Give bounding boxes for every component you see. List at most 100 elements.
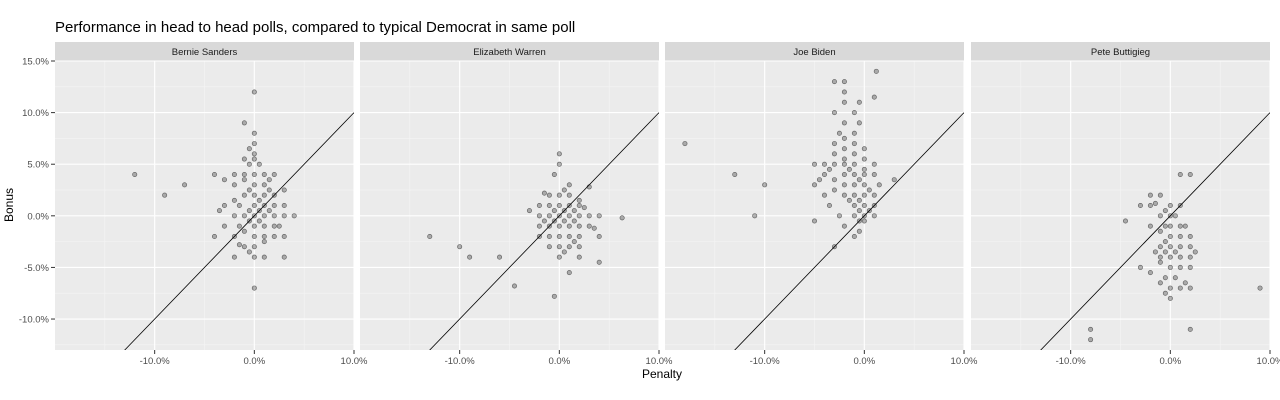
- y-tick-label: -10.0%: [19, 315, 50, 326]
- data-point: [281, 187, 287, 193]
- data-point: [619, 215, 625, 221]
- points-group: [682, 68, 897, 250]
- y-tick-label: 0.0%: [27, 211, 49, 222]
- data-point: [576, 197, 582, 203]
- data-point: [821, 172, 827, 178]
- data-point: [1162, 208, 1168, 214]
- data-point: [261, 213, 267, 219]
- data-point: [467, 254, 473, 260]
- data-point: [231, 233, 237, 239]
- data-point: [221, 177, 227, 183]
- data-point: [851, 110, 857, 116]
- data-point: [546, 233, 552, 239]
- y-axis-title: Bonus: [2, 188, 16, 222]
- data-point: [251, 244, 257, 250]
- data-point: [1177, 203, 1183, 209]
- data-point: [1167, 295, 1173, 301]
- data-point: [276, 223, 282, 229]
- data-point: [1157, 213, 1163, 219]
- data-point: [221, 223, 227, 229]
- data-point: [571, 218, 577, 224]
- data-point: [241, 244, 247, 250]
- data-point: [1177, 223, 1183, 229]
- data-point: [1187, 233, 1193, 239]
- data-point: [551, 208, 557, 214]
- data-point: [836, 130, 842, 136]
- reference-line: [1040, 112, 1270, 350]
- x-tick-label: -10.0%: [750, 356, 781, 367]
- data-point: [1177, 244, 1183, 250]
- data-point: [876, 182, 882, 188]
- data-point: [266, 187, 272, 193]
- data-point: [871, 161, 877, 167]
- data-point: [241, 156, 247, 162]
- y-tick-label: 5.0%: [27, 160, 49, 171]
- facet-strip: [971, 42, 1270, 61]
- data-point: [1157, 228, 1163, 234]
- data-point: [556, 203, 562, 209]
- data-point: [551, 172, 557, 178]
- facet-strip-label: Pete Buttigieg: [1091, 47, 1150, 58]
- data-point: [831, 141, 837, 147]
- data-point: [546, 213, 552, 219]
- data-point: [1177, 172, 1183, 178]
- data-point: [256, 208, 262, 214]
- data-point: [861, 218, 867, 224]
- data-point: [546, 203, 552, 209]
- data-point: [591, 225, 597, 231]
- data-point: [873, 68, 879, 74]
- data-point: [556, 151, 562, 157]
- x-tick-label: -10.0%: [445, 356, 476, 367]
- data-point: [1147, 223, 1153, 229]
- chart-title: Performance in head to head polls, compa…: [55, 19, 576, 36]
- reference-line: [124, 112, 354, 350]
- x-tick-label: -10.0%: [1056, 356, 1087, 367]
- data-point: [586, 213, 592, 219]
- data-point: [241, 172, 247, 178]
- data-point: [581, 205, 587, 211]
- data-point: [831, 79, 837, 85]
- data-point: [1182, 223, 1188, 229]
- data-point: [1157, 244, 1163, 250]
- data-point: [271, 203, 277, 209]
- facet-panel: Bernie Sanders: [55, 42, 355, 350]
- data-point: [261, 172, 267, 178]
- data-point: [851, 233, 857, 239]
- data-point: [266, 208, 272, 214]
- data-point: [246, 146, 252, 152]
- data-point: [1162, 290, 1168, 296]
- data-point: [1182, 280, 1188, 286]
- data-point: [281, 213, 287, 219]
- data-point: [826, 166, 832, 172]
- data-point: [241, 228, 247, 234]
- data-point: [271, 233, 277, 239]
- data-point: [1167, 213, 1173, 219]
- data-point: [1167, 203, 1173, 209]
- data-point: [1177, 254, 1183, 260]
- data-point: [871, 203, 877, 209]
- data-point: [556, 192, 562, 198]
- data-point: [1157, 280, 1163, 286]
- reference-line: [429, 112, 659, 350]
- data-point: [546, 223, 552, 229]
- data-point: [551, 293, 557, 299]
- data-point: [831, 161, 837, 167]
- data-point: [682, 141, 688, 147]
- data-point: [576, 203, 582, 209]
- facet-strip-label: Elizabeth Warren: [473, 47, 546, 58]
- data-point: [246, 161, 252, 167]
- data-point: [1167, 223, 1173, 229]
- data-point: [251, 203, 257, 209]
- data-point: [752, 213, 758, 219]
- data-point: [261, 192, 267, 198]
- data-point: [241, 192, 247, 198]
- data-point: [816, 177, 822, 183]
- data-point: [1157, 192, 1163, 198]
- data-point: [561, 208, 567, 214]
- data-point: [1172, 275, 1178, 281]
- data-point: [851, 203, 857, 209]
- data-point: [556, 223, 562, 229]
- data-point: [846, 197, 852, 203]
- data-point: [1172, 213, 1178, 219]
